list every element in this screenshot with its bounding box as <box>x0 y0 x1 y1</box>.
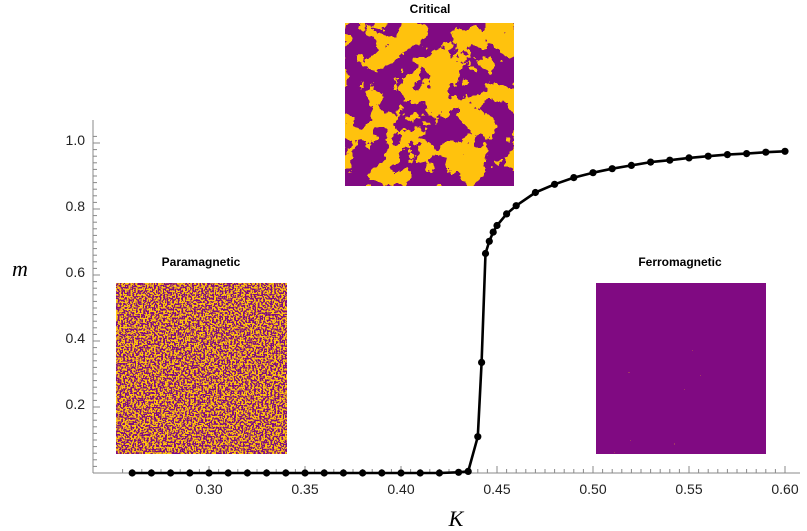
inset-title-critical: Critical <box>410 2 451 16</box>
x-tick-label: 0.50 <box>579 481 606 497</box>
data-point <box>627 161 636 169</box>
data-point <box>378 469 386 477</box>
paramagnetic-lattice-spins <box>116 283 287 454</box>
y-axis-title: m <box>12 256 28 281</box>
ferromagnetic-lattice-spins <box>596 283 766 454</box>
x-tick-label: 0.35 <box>291 481 318 497</box>
data-point <box>743 150 751 158</box>
x-tick-label: 0.60 <box>771 481 798 497</box>
magnetization-series <box>128 147 789 477</box>
data-point <box>243 469 251 477</box>
inset-ferromagnetic: Ferromagnetic <box>596 255 766 454</box>
x-tick-label: 0.45 <box>483 481 510 497</box>
x-tick-label: 0.40 <box>387 481 414 497</box>
data-point <box>551 180 559 188</box>
data-point <box>781 147 789 155</box>
data-point <box>301 469 309 477</box>
data-point <box>263 469 271 477</box>
data-point <box>474 433 482 441</box>
data-point <box>489 228 497 236</box>
data-point <box>464 467 472 475</box>
data-point <box>167 469 175 477</box>
y-tick-label: 1.0 <box>66 132 86 148</box>
data-point <box>570 174 578 182</box>
y-tick-label: 0.6 <box>66 264 86 280</box>
data-point <box>339 469 347 477</box>
data-point <box>589 169 597 177</box>
inset-critical: Critical <box>345 2 514 186</box>
data-point <box>186 469 194 477</box>
data-point <box>723 151 732 159</box>
inset-paramagnetic: Paramagnetic <box>116 255 287 454</box>
inset-title-ferromagnetic: Ferromagnetic <box>638 255 722 269</box>
data-point <box>224 469 232 477</box>
y-tick-label: 0.8 <box>66 198 86 214</box>
data-point <box>147 469 155 477</box>
y-tick-label: 0.2 <box>66 396 86 412</box>
x-tick-label: 0.30 <box>195 481 222 497</box>
data-point <box>455 468 463 476</box>
data-point <box>481 249 490 258</box>
inset-title-paramagnetic: Paramagnetic <box>162 255 241 269</box>
data-point <box>478 358 486 366</box>
data-point <box>647 158 655 166</box>
data-point <box>485 237 493 245</box>
y-tick-label: 0.4 <box>66 330 86 346</box>
data-point <box>531 188 540 197</box>
data-point <box>666 156 674 164</box>
data-point <box>435 469 443 477</box>
data-point <box>608 165 616 173</box>
data-point <box>397 469 405 477</box>
data-point <box>762 148 770 156</box>
data-point <box>704 152 712 160</box>
data-point <box>512 202 520 210</box>
data-point <box>359 469 367 477</box>
data-point <box>205 469 213 477</box>
x-tick-label: 0.55 <box>675 481 702 497</box>
data-point <box>320 469 328 477</box>
data-point <box>685 154 693 162</box>
data-point <box>282 469 290 477</box>
data-point <box>128 469 136 477</box>
data-point <box>503 210 511 218</box>
x-axis-title: K <box>448 506 465 531</box>
critical-lattice-spins <box>345 23 514 186</box>
data-point <box>416 469 424 477</box>
data-point <box>493 221 501 230</box>
